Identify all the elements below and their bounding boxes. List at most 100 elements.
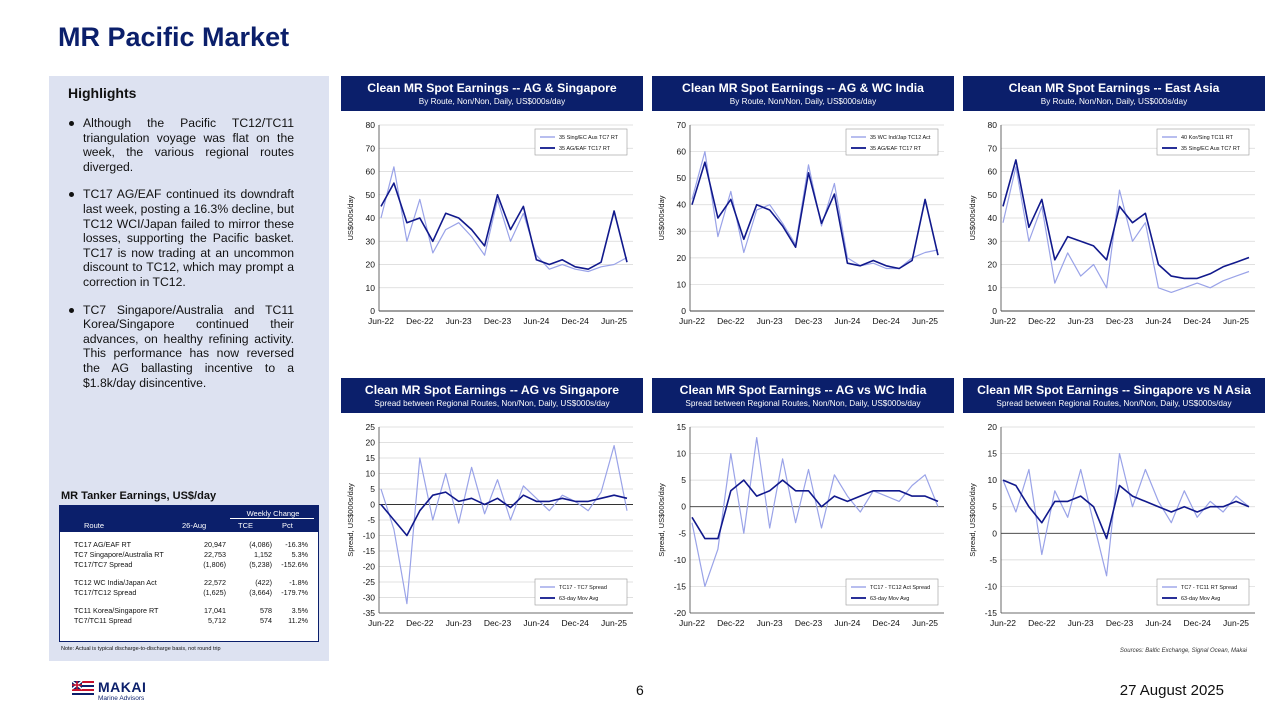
y-tick-label: 40: [366, 213, 376, 223]
y-tick-label: 15: [988, 449, 998, 459]
x-tick-label: Dec-23: [1106, 618, 1134, 628]
y-tick-label: 80: [988, 120, 998, 130]
route-cell: TC7 Singapore/Australia RT: [74, 550, 164, 559]
chart-legend: [845, 128, 939, 156]
x-tick-label: Dec-24: [562, 618, 590, 628]
x-tick-label: Dec-24: [1184, 618, 1212, 628]
highlight-bullet: TC17 AG/EAF continued its downdraft last…: [68, 187, 294, 289]
y-axis-label: Spread, US$000s/day: [346, 483, 355, 557]
value-cell: (1,625): [203, 588, 226, 597]
x-tick-label: Dec-23: [484, 618, 512, 628]
pct-cell: 5.3%: [291, 550, 308, 559]
x-tick-label: Jun-24: [834, 316, 860, 326]
tce-cell: (5,238): [249, 560, 272, 569]
x-tick-label: Jun-23: [1068, 316, 1094, 326]
y-tick-label: 0: [681, 502, 686, 512]
y-tick-label: -5: [367, 515, 375, 525]
series-line: [691, 437, 939, 587]
highlights-list: Although the Pacific TC12/TC11 triangula…: [68, 116, 294, 403]
y-tick-label: -15: [985, 608, 998, 618]
y-tick-label: -25: [363, 577, 376, 587]
chart-legend: [845, 578, 939, 606]
x-tick-label: Dec-24: [562, 316, 590, 326]
y-tick-label: -15: [363, 546, 376, 556]
chart-title: Clean MR Spot Earnings -- AG vs WC India: [679, 383, 927, 397]
chart-title: Clean MR Spot Earnings -- Singapore vs N…: [977, 383, 1251, 397]
x-tick-label: Jun-25: [1223, 618, 1249, 628]
y-tick-label: -15: [674, 581, 687, 591]
chart-panel: Clean MR Spot Earnings -- Singapore vs N…: [963, 378, 1265, 656]
chart-legend: [534, 578, 628, 606]
x-tick-label: Dec-24: [873, 618, 901, 628]
chart-header: Clean MR Spot Earnings -- AG vs Singapor…: [341, 378, 643, 413]
route-cell: TC17 AG/EAF RT: [74, 540, 131, 549]
tce-cell: (422): [255, 578, 272, 587]
pct-cell: -179.7%: [281, 588, 308, 597]
table-row: TC17 AG/EAF RT 20,947 (4,086) -16.3%: [60, 540, 318, 550]
chart-plot: -35 -30 -25 -20 -15 -10 -5 0 5 10 15 20 25 Jun-22 Dec-…: [346, 422, 633, 628]
legend-label: TC17 - TC7 Spread: [559, 585, 607, 591]
x-tick-label: Dec-23: [795, 316, 823, 326]
y-tick-label: 0: [370, 306, 375, 316]
x-tick-label: Jun-25: [912, 316, 938, 326]
route-cell: TC12 WC India/Japan Act: [74, 578, 157, 587]
earnings-table-header: Weekly Change Route 26-Aug TCE Pct: [60, 506, 318, 532]
series-line: [1002, 479, 1250, 540]
table-row: TC17/TC12 Spread (1,625) (3,664) -179.7%: [60, 588, 318, 598]
sources-note: Sources: Baltic Exchange, Signal Ocean, …: [1119, 648, 1247, 654]
y-tick-label: 80: [366, 120, 376, 130]
y-axis-label: US$000s/day: [657, 195, 666, 240]
chart-plot: -20 -15 -10 -5 0 5 10 15 Jun-22 Dec-22 Jun-23 Dec-2…: [657, 422, 944, 628]
legend-label: 35 WC Ind/Jap TC12 Act: [870, 135, 931, 141]
route-cell: TC17/TC12 Spread: [74, 588, 137, 597]
chart-subtitle: Spread between Regional Routes, Non/Non,…: [996, 399, 1232, 408]
y-tick-label: 0: [992, 528, 997, 538]
value-cell: 5,712: [208, 616, 226, 625]
y-tick-label: 10: [677, 279, 687, 289]
x-tick-label: Dec-22: [1028, 316, 1056, 326]
series-line: [380, 182, 628, 270]
y-tick-label: -5: [989, 555, 997, 565]
x-tick-label: Dec-22: [1028, 618, 1056, 628]
pct-header: Pct: [282, 521, 293, 530]
y-tick-label: -35: [363, 608, 376, 618]
x-tick-label: Jun-22: [368, 316, 394, 326]
series-line: [380, 444, 628, 605]
y-tick-label: -10: [674, 555, 687, 565]
table-row: TC17/TC7 Spread (1,806) (5,238) -152.6%: [60, 560, 318, 570]
tce-cell: (3,664): [249, 588, 272, 597]
chart-panel: Clean MR Spot Earnings -- AG vs WC India…: [652, 378, 954, 656]
legend-label: 35 AG/EAF TC17 RT: [559, 146, 611, 152]
y-tick-label: 20: [366, 438, 376, 448]
value-cell: 17,041: [204, 606, 226, 615]
chart-legend: [1156, 578, 1250, 606]
chart-panel: Clean MR Spot Earnings -- East Asia By R…: [963, 76, 1265, 354]
x-tick-label: Jun-24: [1145, 618, 1171, 628]
x-tick-label: Jun-24: [523, 316, 549, 326]
y-tick-label: 15: [366, 453, 376, 463]
y-tick-label: -20: [363, 562, 376, 572]
company-logo: MAKAI Marine Advisors: [72, 679, 162, 703]
chart-title: Clean MR Spot Earnings -- AG & Singapore: [367, 81, 617, 95]
x-tick-label: Jun-22: [990, 316, 1016, 326]
x-tick-label: Jun-25: [601, 316, 627, 326]
route-cell: TC11 Korea/Singapore RT: [74, 606, 159, 615]
y-tick-label: 70: [988, 143, 998, 153]
pct-cell: 11.2%: [288, 616, 308, 625]
flag-icon: [72, 681, 94, 697]
value-cell: 20,947: [204, 540, 226, 549]
y-tick-label: 10: [366, 469, 376, 479]
pct-cell: -16.3%: [285, 540, 308, 549]
chart-title: Clean MR Spot Earnings -- East Asia: [1008, 81, 1220, 95]
chart-subtitle: By Route, Non/Non, Daily, US$000s/day: [418, 97, 566, 106]
x-tick-label: Jun-25: [912, 618, 938, 628]
highlight-bullet: Although the Pacific TC12/TC11 triangula…: [68, 116, 294, 174]
date-header: 26-Aug: [182, 521, 207, 530]
header-divider: [230, 518, 314, 519]
y-tick-label: 25: [366, 422, 376, 432]
x-tick-label: Dec-24: [1184, 316, 1212, 326]
x-tick-label: Dec-23: [795, 618, 823, 628]
chart-panel: Clean MR Spot Earnings -- AG vs Singapor…: [341, 378, 643, 656]
y-tick-label: 5: [681, 475, 686, 485]
x-tick-label: Jun-23: [1068, 618, 1094, 628]
